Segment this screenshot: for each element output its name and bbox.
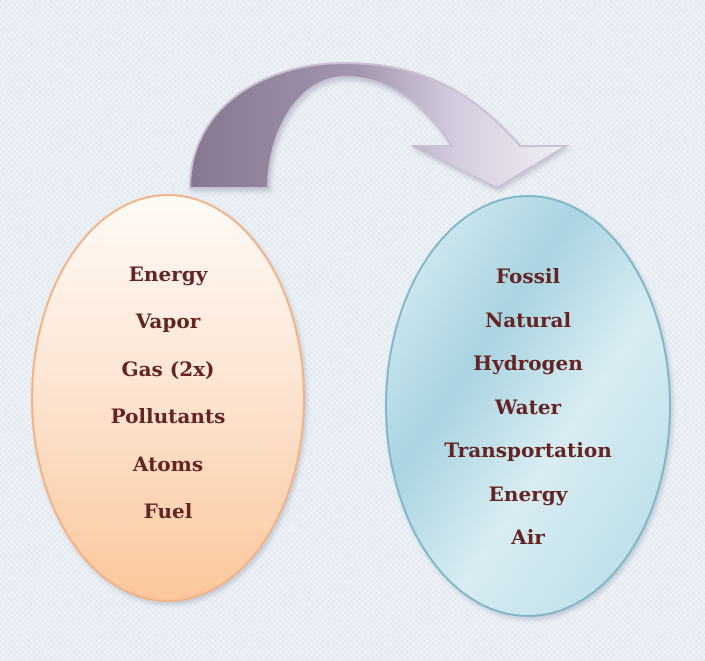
left-item-atoms: Atoms [132, 452, 203, 476]
left-item-pollutants: Pollutants [111, 404, 226, 428]
curved-arrow [188, 61, 570, 190]
right-item-hydrogen: Hydrogen [473, 351, 583, 375]
right-item-fossil: Fossil [496, 264, 561, 288]
right-item-natural: Natural [485, 308, 572, 332]
left-item-energy: Energy [129, 262, 209, 286]
right-item-air: Air [510, 525, 545, 549]
right-ellipse-labels: Fossil Natural Hydrogen Water Transporta… [444, 264, 612, 549]
right-item-transportation: Transportation [444, 438, 612, 462]
left-item-gas: Gas (2x) [121, 357, 214, 381]
left-ellipse-labels: Energy Vapor Gas (2x) Pollutants Atoms F… [111, 262, 226, 523]
right-item-energy: Energy [489, 482, 569, 506]
right-ellipse [385, 195, 671, 617]
left-ellipse [31, 194, 305, 602]
left-item-vapor: Vapor [135, 309, 201, 333]
right-item-water: Water [494, 395, 562, 419]
left-item-fuel: Fuel [144, 499, 193, 523]
